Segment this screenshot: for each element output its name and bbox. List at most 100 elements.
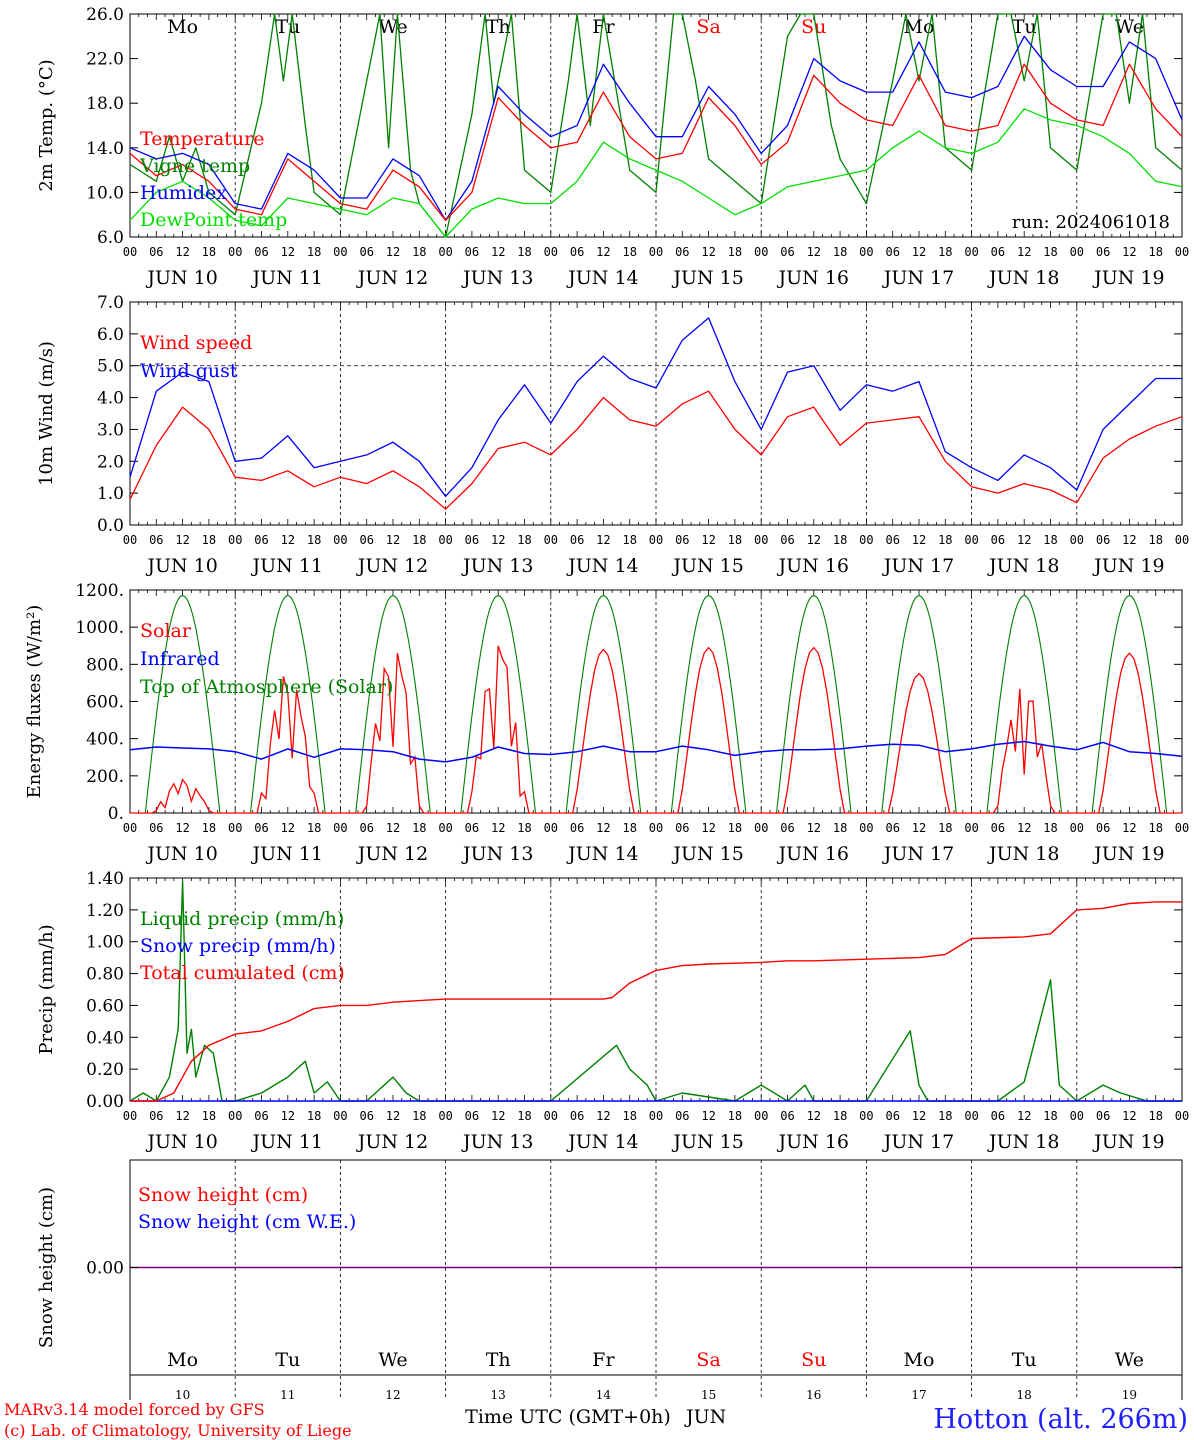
weekday-label: Mo	[167, 1349, 198, 1371]
hour-tick-label: 06	[149, 1109, 163, 1123]
hour-tick-label: 06	[780, 533, 794, 547]
series-solar-day	[550, 648, 656, 814]
y-axis-label: 10m Wind (m/s)	[36, 341, 57, 486]
panel-2: 00 06 12 18 00 06 12 18 00 06 12 18 00 06 12 18 00 06 12 18…	[36, 293, 1189, 577]
y-tick-label: 400.	[86, 730, 124, 750]
legend-entry: Snow precip (mm/h)	[140, 935, 336, 957]
day-number: 16	[806, 1388, 821, 1402]
hour-tick-label: 00	[859, 1109, 873, 1123]
hour-tick-label: 12	[596, 533, 610, 547]
hour-tick-label: 00	[544, 245, 558, 259]
hour-tick-label: 00	[859, 245, 873, 259]
legend-entry: Total cumulated (cm)	[140, 962, 345, 984]
series-toa-day	[866, 595, 972, 814]
hour-tick-label: 18	[938, 1109, 952, 1123]
weekday-label: Tu	[275, 1349, 300, 1371]
hour-tick-label: 18	[1043, 1109, 1057, 1123]
series-toa-day	[656, 595, 762, 814]
weekday-label: Th	[486, 16, 511, 38]
date-label: JUN 18	[987, 1131, 1059, 1153]
hour-tick-label: 06	[780, 821, 794, 835]
date-label: JUN 16	[777, 843, 849, 865]
y-tick-label: 200.	[86, 767, 124, 787]
hour-tick-label: 12	[386, 1109, 400, 1123]
date-label: JUN 15	[671, 1131, 743, 1153]
series-total-cumulated-cm-	[130, 901, 1182, 1102]
series-temperature	[129, 63, 1183, 221]
hour-tick-label: 18	[728, 533, 742, 547]
hour-tick-label: 06	[1096, 533, 1110, 547]
hour-tick-label: 06	[254, 245, 268, 259]
date-label: JUN 13	[461, 267, 533, 289]
day-number: 12	[385, 1388, 400, 1402]
hour-tick-label: 00	[1070, 245, 1084, 259]
hour-tick-label: 18	[307, 1109, 321, 1123]
hour-tick-label: 12	[596, 821, 610, 835]
hour-tick-label: 00	[649, 245, 663, 259]
hour-tick-label: 18	[1043, 533, 1057, 547]
hour-tick-label: 18	[412, 1109, 426, 1123]
series-vigne-temp	[129, 13, 1183, 238]
panel-3: 00 06 12 18 00 06 12 18 00 06 12 18 00 06 12 18 00 06 12 18…	[24, 581, 1189, 865]
series-toa-day	[445, 595, 551, 814]
y-tick-label: 22.0	[86, 50, 124, 70]
hour-tick-label: 00	[1175, 533, 1189, 547]
date-label: JUN 15	[671, 843, 743, 865]
hour-tick-label: 06	[1096, 245, 1110, 259]
legend-entry: DewPoint temp	[140, 209, 287, 231]
hour-tick-label: 18	[938, 245, 952, 259]
hour-tick-label: 18	[728, 245, 742, 259]
hour-tick-label: 12	[491, 821, 505, 835]
y-tick-label: 0.80	[86, 965, 124, 985]
hour-tick-label: 06	[149, 821, 163, 835]
hour-tick-label: 18	[833, 245, 847, 259]
hour-tick-label: 12	[386, 533, 400, 547]
y-tick-label: 0.0	[97, 516, 124, 536]
y-tick-label: 0.00	[86, 1259, 124, 1279]
hour-tick-label: 18	[622, 1109, 636, 1123]
hour-tick-label: 12	[701, 1109, 715, 1123]
hour-tick-label: 12	[912, 245, 926, 259]
date-label: JUN 14	[566, 843, 638, 865]
weekday-label: Mo	[904, 16, 935, 38]
hour-tick-label: 18	[517, 1109, 531, 1123]
panel-4: 00 06 12 18 00 06 12 18 00 06 12 18 00 06 12 18 00 06 12 18…	[36, 869, 1189, 1153]
y-tick-label: 1.0	[97, 484, 124, 504]
date-label: JUN 18	[987, 843, 1059, 865]
y-axis-label: Snow height (cm)	[36, 1187, 57, 1348]
series-toa-day	[235, 595, 341, 814]
hour-tick-label: 18	[833, 821, 847, 835]
legend-entry: Liquid precip (mm/h)	[140, 908, 344, 930]
weekday-label: Tu	[1012, 16, 1037, 38]
hour-tick-label: 00	[754, 1109, 768, 1123]
y-tick-label: 0.60	[86, 996, 124, 1016]
hour-tick-label: 00	[438, 533, 452, 547]
hour-tick-label: 00	[754, 821, 768, 835]
hour-tick-label: 06	[1096, 1109, 1110, 1123]
weekday-label: Fr	[592, 1349, 615, 1371]
y-tick-label: 0.20	[86, 1060, 124, 1080]
hour-tick-label: 18	[307, 533, 321, 547]
series-dewpoint-temp	[129, 108, 1183, 238]
plot-frame	[129, 301, 1183, 526]
series-solar-day	[971, 688, 1077, 814]
y-tick-label: 2.0	[97, 452, 124, 472]
hour-tick-label: 06	[149, 245, 163, 259]
hour-tick-label: 00	[1070, 1109, 1084, 1123]
hour-tick-label: 00	[123, 533, 137, 547]
hour-tick-label: 12	[1017, 1109, 1031, 1123]
hour-tick-label: 06	[991, 245, 1005, 259]
weekday-label: Sa	[696, 16, 720, 38]
hour-tick-label: 18	[622, 821, 636, 835]
hour-tick-label: 12	[491, 245, 505, 259]
hour-tick-label: 06	[885, 245, 899, 259]
day-number: 15	[701, 1388, 716, 1402]
hour-tick-label: 00	[438, 245, 452, 259]
hour-tick-label: 18	[938, 533, 952, 547]
date-label: JUN 11	[251, 267, 323, 289]
hour-tick-label: 00	[649, 821, 663, 835]
date-label: JUN 16	[777, 555, 849, 577]
y-tick-label: 4.0	[97, 389, 124, 409]
y-tick-label: 600.	[86, 693, 124, 713]
